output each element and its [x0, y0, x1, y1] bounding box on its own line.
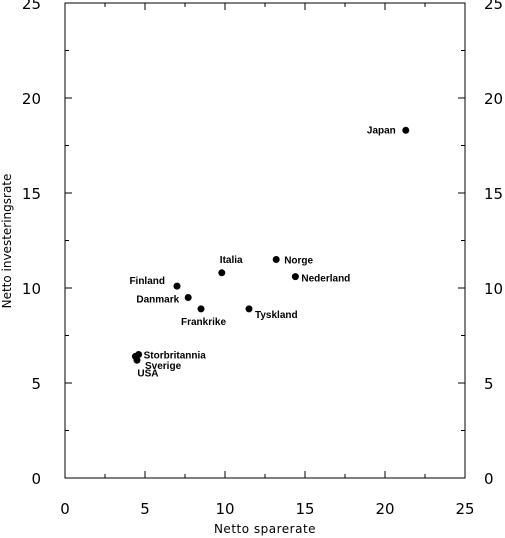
axis-ticks: [64, 2, 466, 479]
data-point: [291, 273, 299, 281]
x-tick-label: 10: [215, 500, 234, 518]
data-label: Tyskland: [255, 310, 298, 321]
data-point: [402, 126, 410, 134]
y-tick-label-right: 20: [484, 90, 503, 108]
x-tick-label: 20: [375, 500, 394, 518]
data-point: [173, 282, 181, 290]
data-label: Norge: [284, 256, 313, 267]
data-point: [245, 305, 253, 313]
point-labels: Japan Norge Nederland Italia Finland DanmarkF…: [129, 125, 395, 379]
data-point: [218, 269, 226, 277]
x-tick-label: 25: [455, 500, 474, 518]
data-label: Japan: [367, 125, 396, 136]
y-tick-label-right: 10: [484, 280, 503, 298]
x-axis-title: Netto sparerate: [214, 522, 316, 536]
y-tick-label-right: 5: [484, 375, 494, 393]
data-label: Storbritannia: [144, 351, 207, 362]
data-point: [197, 305, 205, 313]
x-tick-label: 0: [60, 500, 70, 518]
data-label: Nederland: [301, 274, 350, 285]
y-tick-label-left: 10: [22, 280, 41, 298]
data-label: Finland: [129, 276, 165, 287]
data-label: Danmark: [136, 295, 179, 306]
x-tick-label: 5: [140, 500, 150, 518]
data-point: [184, 294, 192, 301]
data-points: [131, 126, 410, 364]
plot-frame: [64, 2, 466, 479]
y-tick-label-left: 0: [31, 470, 41, 488]
data-label: Frankrike: [181, 317, 226, 328]
x-tick-label: 15: [295, 500, 314, 518]
y-tick-label-left: 5: [31, 375, 41, 393]
data-point: [272, 256, 280, 263]
data-label: USA: [137, 368, 158, 379]
y-axis-title: Netto investeringsrate: [0, 174, 14, 309]
data-label: Italia: [220, 255, 243, 266]
y-tick-label-left: 25: [22, 0, 41, 13]
y-tick-label-right: 0: [484, 470, 494, 488]
y-tick-label-right: 15: [484, 185, 503, 203]
data-label: Sverige: [145, 361, 182, 372]
y-tick-label-left: 15: [22, 185, 41, 203]
y-tick-label-left: 20: [22, 90, 41, 108]
y-tick-label-right: 25: [484, 0, 503, 13]
data-point: [131, 352, 139, 360]
tick-labels: 0 5 10 15 20 25 0 0 5 5 10 10 15 15 20 20 25 25: [22, 0, 503, 518]
